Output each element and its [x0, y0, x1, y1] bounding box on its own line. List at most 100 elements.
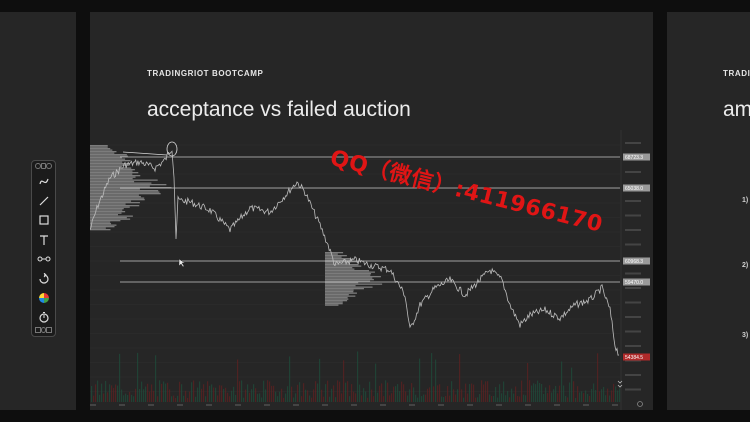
axis-tick	[625, 214, 641, 217]
rectangle-icon[interactable]	[35, 212, 52, 227]
profile-bar	[90, 161, 123, 163]
profile-bar	[90, 182, 152, 184]
next-slide: TRADI am 1) 2) 3)	[667, 12, 750, 410]
profile-bar	[325, 262, 349, 264]
volume-bar	[401, 381, 403, 402]
volume-bar	[575, 397, 577, 402]
volume-bar	[611, 390, 613, 402]
profile-bar	[90, 203, 126, 205]
volume-bar	[139, 388, 141, 402]
volume-bar	[289, 356, 291, 402]
volume-bar	[335, 397, 337, 402]
volume-bar	[457, 389, 459, 402]
lock-icon[interactable]	[46, 327, 53, 333]
profile-bar	[90, 172, 139, 174]
volume-bar	[145, 386, 147, 402]
trend-curve-icon[interactable]	[35, 173, 52, 188]
volume-bar	[231, 390, 233, 402]
price-line	[90, 150, 620, 356]
profile-bar	[325, 261, 360, 263]
profile-bar	[325, 265, 362, 267]
profile-bar	[325, 298, 349, 300]
loop-icon[interactable]	[35, 271, 52, 286]
undo-icon[interactable]	[40, 327, 47, 333]
profile-bar	[90, 149, 113, 151]
volume-bar	[511, 388, 513, 402]
profile-bar	[90, 184, 167, 186]
volume-bar	[285, 393, 287, 402]
toolbar-header	[35, 163, 53, 169]
profile-bar	[90, 181, 135, 183]
volume-bar	[591, 388, 593, 402]
settings-icon[interactable]	[637, 401, 643, 407]
profile-bar	[90, 227, 106, 229]
profile-bar	[90, 217, 127, 219]
volume-bar	[129, 391, 131, 402]
volume-bar	[479, 394, 481, 402]
axis-tick	[625, 374, 641, 376]
volume-bar	[425, 394, 427, 402]
time-tick	[148, 404, 154, 406]
axis-tick	[625, 301, 641, 304]
price-chart[interactable]: 68723.3 65038.0 60968.3 59470.0 54384.5	[90, 130, 653, 410]
volume-bar	[597, 353, 599, 402]
volume-bar	[159, 380, 161, 402]
volume-bar	[331, 388, 333, 402]
timer-icon[interactable]	[35, 309, 52, 324]
measure-icon[interactable]	[35, 251, 52, 266]
volume-bar	[263, 380, 265, 402]
volume-bar	[559, 385, 561, 402]
profile-bar	[90, 226, 115, 228]
volume-bar	[453, 389, 455, 402]
text-icon[interactable]	[35, 232, 52, 247]
profile-bar	[325, 273, 372, 275]
profile-bar	[90, 157, 122, 159]
time-tick	[554, 404, 560, 406]
volume-bar	[523, 394, 525, 402]
volume-bar	[473, 384, 475, 402]
volume-bar	[355, 393, 357, 402]
volume-bar	[451, 381, 453, 402]
link-icon[interactable]	[40, 163, 47, 169]
volume-bar	[313, 389, 315, 402]
volume-bar	[583, 393, 585, 402]
profile-bar	[325, 280, 371, 282]
volume-bar	[115, 384, 117, 402]
volume-bar	[211, 384, 213, 402]
volume-bar	[321, 389, 323, 402]
time-tick	[206, 404, 212, 406]
more-icon[interactable]	[46, 163, 53, 169]
axis-tick	[625, 272, 641, 275]
profile-bar	[90, 218, 131, 220]
profile-bar	[90, 166, 122, 168]
volume-bar	[557, 393, 559, 402]
volume-bar	[483, 384, 485, 402]
volume-bar	[153, 390, 155, 402]
volume-bar	[555, 385, 557, 402]
volume-bar	[117, 385, 119, 402]
toolbar-footer	[35, 327, 53, 333]
trash-icon[interactable]	[35, 327, 41, 333]
volume-bar	[571, 367, 573, 402]
close-icon[interactable]	[35, 163, 41, 169]
volume-bar	[603, 386, 605, 402]
line-icon[interactable]	[35, 193, 52, 208]
volume-bar	[281, 388, 283, 402]
volume-bar	[423, 394, 425, 402]
time-tick	[119, 404, 125, 406]
volume-bar	[485, 381, 487, 402]
volume-bar	[373, 396, 375, 402]
volume-bar	[487, 381, 489, 402]
profile-bar	[90, 199, 145, 201]
color-wheel-icon[interactable]	[35, 290, 52, 305]
volume-bar	[349, 396, 351, 402]
volume-bar	[461, 389, 463, 402]
profile-bar	[325, 297, 348, 299]
axis-tick	[625, 287, 641, 289]
time-tick	[612, 404, 618, 406]
volume-bar	[547, 393, 549, 402]
scroll-to-latest-icon[interactable]	[617, 380, 623, 388]
volume-bar	[533, 383, 535, 402]
time-tick	[90, 404, 96, 406]
profile-bar	[90, 194, 139, 196]
